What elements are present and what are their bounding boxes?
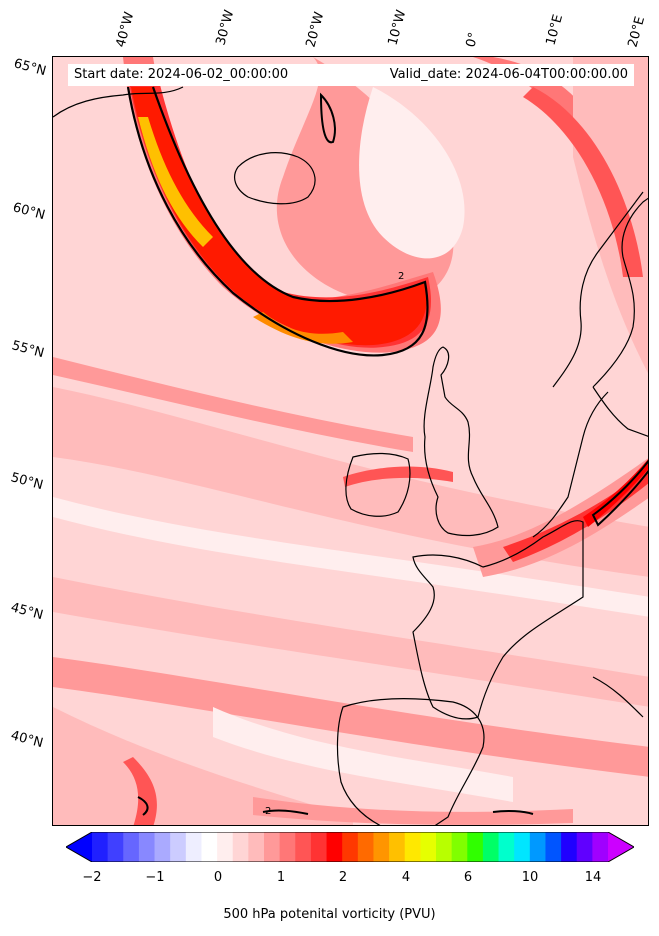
lat-label-45n: 45°N (9, 600, 45, 624)
colorbar-segment (498, 832, 515, 862)
coast-italy (592, 676, 644, 718)
colorbar-segment (123, 832, 140, 862)
coast-great-britain (423, 346, 499, 537)
colorbar-tick: 2 (338, 870, 348, 885)
colorbar-segment (514, 832, 531, 862)
lat-label-40n: 40°N (9, 728, 45, 752)
colorbar-segment (357, 832, 374, 862)
contour-label: 2 (398, 271, 404, 282)
colorbar-segment (342, 832, 359, 862)
colorbar-tick: −2 (82, 870, 102, 885)
lon-label-0: 0° (463, 30, 482, 49)
colorbar-segment (138, 832, 156, 862)
lon-label-10w: 10°W (385, 8, 410, 47)
start-date-label: Start date: 2024-06-02_00:00:00 (74, 67, 289, 82)
lon-label-20e: 20°E (625, 14, 649, 50)
colorbar-segment (373, 832, 390, 862)
pv-band (53, 577, 648, 707)
info-bar: Start date: 2024-06-02_00:00:00 Valid_da… (68, 64, 634, 86)
colorbar-segment (107, 832, 124, 862)
colorbar-segment (154, 832, 171, 862)
coast-ireland (345, 452, 411, 517)
pv-contour (591, 459, 648, 527)
colorbar-segment (170, 832, 187, 862)
coastlines (53, 86, 648, 825)
pv-jet-max (138, 117, 213, 247)
pv-band (53, 657, 648, 777)
colorbar-tick: 10 (521, 870, 539, 885)
pv-contour (137, 796, 149, 816)
colorbar-segment (561, 832, 578, 862)
colorbar-title: 500 hPa potenital vorticity (PVU) (223, 907, 436, 922)
colorbar-tick: 0 (213, 870, 223, 885)
contour-label: 2 (265, 806, 271, 817)
colorbar-segment (467, 832, 484, 862)
pv-swirl (359, 87, 465, 259)
lat-label-60n: 60°N (11, 200, 47, 224)
coast-iberia (336, 698, 485, 825)
colorbar-segment (217, 832, 234, 862)
colorbar-segment (201, 832, 218, 862)
pv-band (53, 357, 413, 452)
coast-benelux-germany (532, 391, 609, 538)
colorbar-segment (92, 832, 109, 862)
lat-label-50n: 50°N (9, 470, 45, 494)
colorbar-extend-min (66, 832, 92, 862)
coast-iceland (234, 152, 316, 205)
colorbar-segment (576, 832, 593, 862)
colorbar-tick: 1 (276, 870, 286, 885)
colorbar-segment (264, 832, 281, 862)
pv-jet-max (253, 312, 353, 344)
lat-label-55n: 55°N (10, 338, 46, 362)
colorbar-segment (326, 832, 343, 862)
colorbar-segment (482, 832, 500, 862)
coast-greenland (53, 86, 184, 118)
colorbar-segment (232, 832, 249, 862)
pv-contour (262, 809, 309, 815)
colorbar-segment (545, 832, 562, 862)
colorbar-segment (279, 832, 296, 862)
colorbar-segment (295, 832, 312, 862)
colorbar-tick: −1 (145, 870, 165, 885)
coast-scandinavia (592, 197, 648, 437)
pv-band (503, 468, 648, 562)
valid-date-label: Valid_date: 2024-06-04T00:00:00.00 (389, 67, 628, 82)
colorbar-segment (185, 832, 202, 862)
colorbar-tick: 6 (463, 870, 473, 885)
colorbar-segment (389, 832, 406, 862)
coast-france (412, 520, 584, 720)
pv-band (53, 707, 353, 825)
pv-contour (126, 86, 429, 357)
pv-swirl (523, 87, 643, 277)
colorbar-extend-max (608, 832, 634, 862)
pv-contour (319, 92, 336, 144)
pv-band (213, 707, 513, 802)
lon-label-30w: 30°W (213, 8, 238, 47)
colorbar-segment (436, 832, 453, 862)
colorbar-segment (451, 832, 468, 862)
colorbar-segment (420, 832, 437, 862)
pv-contour (492, 809, 534, 815)
map-panel: 2 2 (52, 56, 649, 826)
lat-label-65n: 65°N (12, 56, 48, 80)
colorbar-segment (592, 832, 609, 862)
pv-field: 2 2 (53, 57, 648, 825)
lon-label-20w: 20°W (303, 10, 328, 49)
pv-band (343, 466, 453, 487)
pv-band (253, 797, 573, 825)
colorbar-segment (248, 832, 265, 862)
colorbar (66, 832, 634, 862)
colorbar-segment (529, 832, 546, 862)
colorbar-segment (404, 832, 421, 862)
colorbar-tick: 14 (584, 870, 602, 885)
lon-label-40w: 40°W (113, 10, 138, 49)
pv-band (53, 497, 648, 617)
colorbar-segment (310, 832, 328, 862)
colorbar-tick: 4 (401, 870, 411, 885)
coast-norway (552, 191, 644, 388)
lon-label-10e: 10°E (543, 12, 567, 48)
